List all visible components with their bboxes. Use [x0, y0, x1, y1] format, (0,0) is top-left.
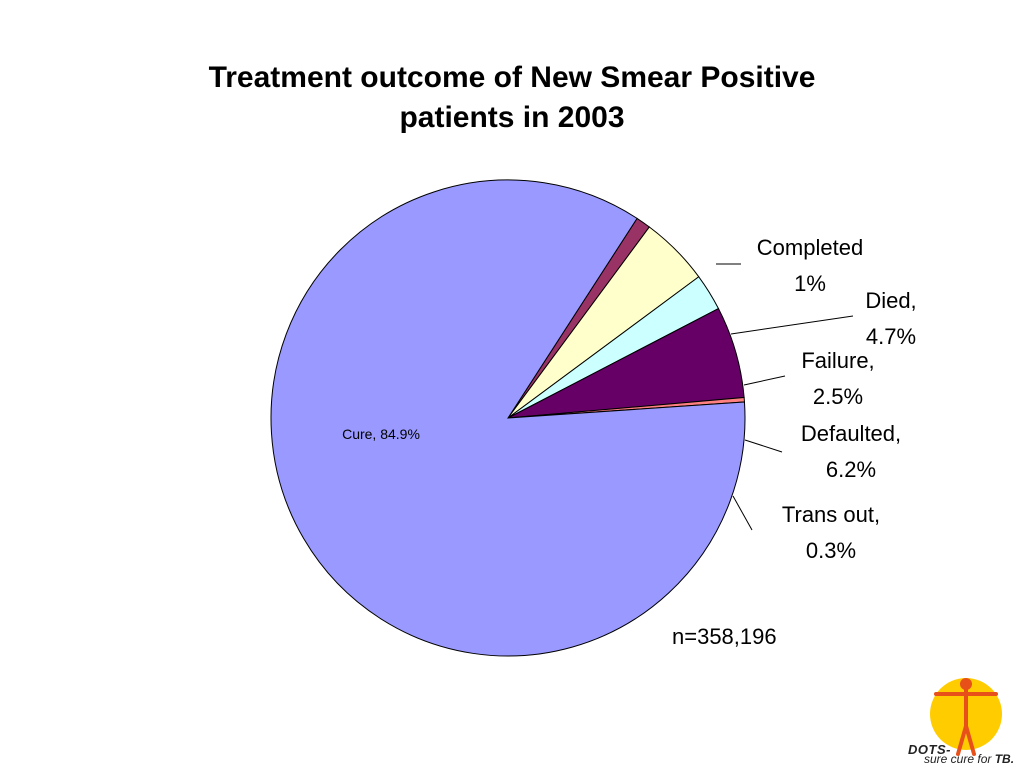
chart-title: Treatment outcome of New Smear Positive … — [112, 58, 912, 138]
logo-brand-text: DOTS- — [908, 742, 951, 757]
chart-title-line-1: Treatment outcome of New Smear Positive — [208, 61, 816, 94]
slice-label-died: Died, 4.7% — [865, 288, 916, 349]
leader-line-died — [730, 315, 854, 335]
slice-label-defaulted: Defaulted, 6.2% — [801, 421, 901, 482]
logo-tagline-bold: TB. — [994, 752, 1015, 766]
pie-slices — [270, 179, 746, 657]
logo-tagline: sure cure for TB. — [924, 752, 1014, 766]
pie-slice-cure — [270, 179, 746, 657]
slice-label-completed: Completed 1% — [757, 235, 863, 296]
sample-size-label: n=358,196 — [672, 624, 777, 649]
dots-logo-icon — [930, 678, 1002, 756]
leader-line-failure — [743, 375, 786, 386]
slice-label-failure: Failure, 2.5% — [801, 348, 874, 409]
logo-figure-icon — [934, 678, 998, 756]
leader-line-defaulted — [744, 439, 783, 453]
leader-line-trans-out — [732, 495, 753, 531]
logo-tagline-prefix: sure cure for — [924, 752, 995, 766]
slice-label-trans-out: Trans out, 0.3% — [782, 502, 880, 563]
chart-title-line-2: patients in 2003 — [399, 101, 625, 134]
slice-label-cure: Cure, 84.9% — [342, 426, 420, 442]
